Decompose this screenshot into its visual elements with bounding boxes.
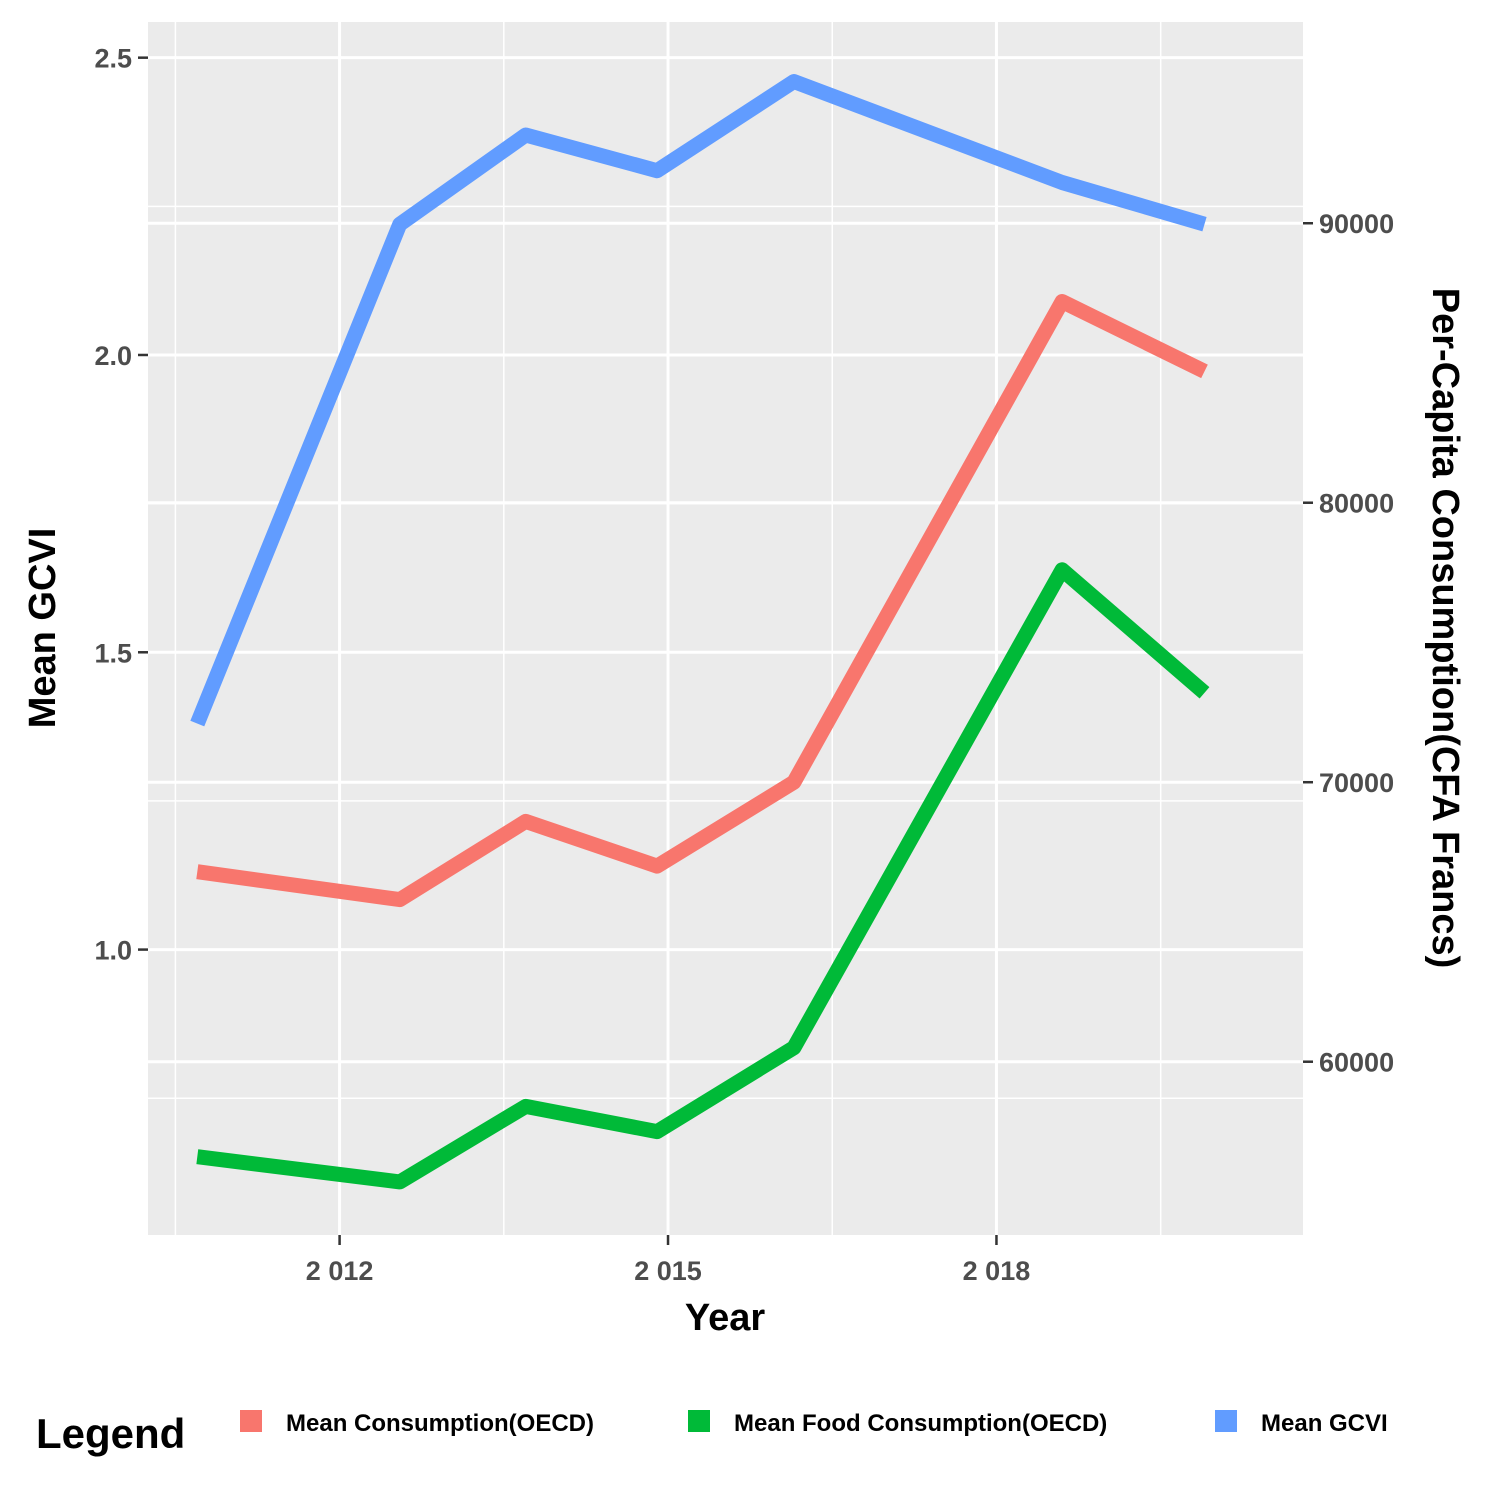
right-axis: 60000 70000 80000 90000: [1303, 209, 1394, 1078]
legend-label-0: Mean Consumption(OECD): [286, 1410, 594, 1437]
x-axis: 2 012 2 015 2 018: [306, 1235, 1030, 1286]
y2-tick-label: 70000: [1319, 768, 1394, 798]
series-lines: [190, 74, 1210, 1190]
y-tick-label: 1.5: [94, 638, 132, 668]
legend: Legend Mean Consumption(OECD) Mean Food C…: [36, 1410, 1388, 1457]
y2-tick-label: 80000: [1319, 489, 1394, 519]
left-axis: 1.0 1.5 2.0 2.5: [94, 44, 148, 966]
series-line-0: [196, 294, 1208, 908]
legend-label-2: Mean GCVI: [1261, 1410, 1388, 1437]
legend-key-0: [240, 1410, 262, 1432]
series-line-2: [190, 74, 1207, 727]
x-tick-label: 2 012: [306, 1256, 374, 1286]
y2-tick-label: 60000: [1319, 1048, 1394, 1078]
y-tick-label: 2.0: [94, 341, 132, 371]
x-axis-title: Year: [685, 1297, 766, 1339]
legend-label-1: Mean Food Consumption(OECD): [734, 1410, 1107, 1437]
series-line-1: [196, 562, 1210, 1190]
y-tick-label: 2.5: [94, 44, 132, 74]
y2-axis-title: Per-Capita Consumption(CFA Francs): [1424, 288, 1466, 969]
legend-items: Mean Consumption(OECD) Mean Food Consumpt…: [240, 1410, 1388, 1437]
x-tick-label: 2 015: [634, 1256, 702, 1286]
y-axis-title: Mean GCVI: [22, 528, 64, 729]
legend-key-1: [688, 1410, 710, 1432]
y2-tick-label: 90000: [1319, 209, 1394, 239]
grid-major: [148, 22, 1303, 1235]
legend-title: Legend: [36, 1410, 185, 1457]
y-tick-label: 1.0: [94, 936, 132, 966]
x-tick-label: 2 018: [963, 1256, 1031, 1286]
legend-key-2: [1215, 1410, 1237, 1432]
